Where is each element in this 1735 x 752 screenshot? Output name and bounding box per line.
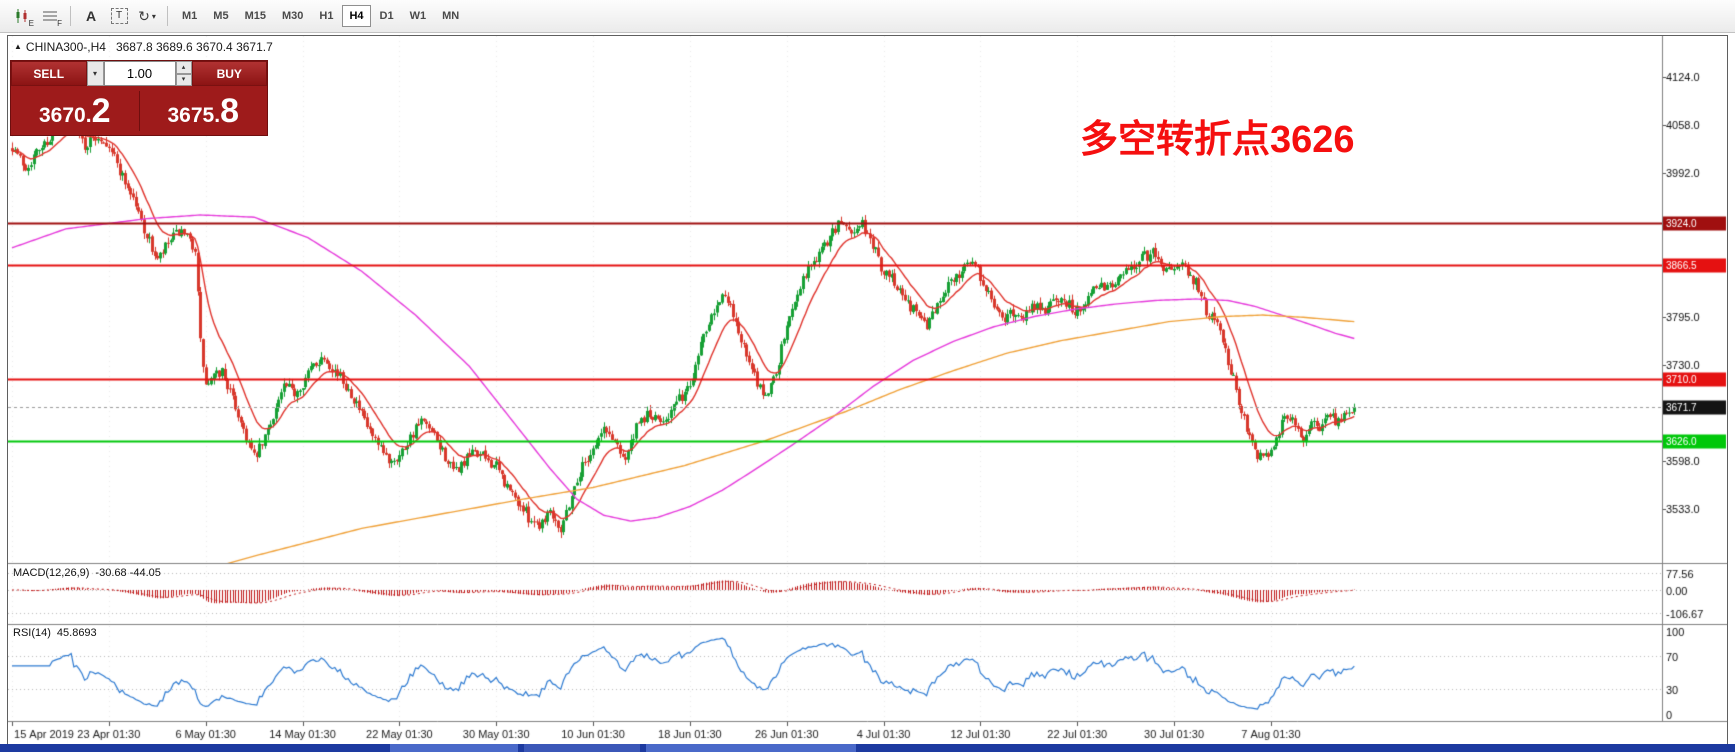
trade-prices-row: 3670.2 3675.8: [11, 86, 267, 135]
tf-button-m15[interactable]: M15: [238, 5, 273, 27]
price-chart-canvas[interactable]: [8, 36, 1727, 744]
rsi-name: RSI(14): [13, 627, 51, 639]
volume-input[interactable]: [103, 61, 176, 86]
chart-symbol-label: CHINA300-,H4: [25, 40, 106, 54]
buy-button[interactable]: BUY: [191, 61, 267, 86]
boxed-t-glyph: T: [110, 8, 128, 24]
one-click-trading-panel: SELL ▾ ▴ ▾ BUY 3670.2 3675.8: [10, 60, 268, 136]
toolbar-separator: [70, 6, 71, 26]
order-type-dropdown[interactable]: ▾: [86, 61, 104, 86]
taskbar-segment[interactable]: [390, 744, 518, 752]
sell-button[interactable]: SELL: [11, 61, 87, 86]
sell-price-button[interactable]: 3670.2: [11, 94, 139, 128]
chevron-down-icon: ▾: [151, 11, 156, 21]
grid-glyph: [43, 11, 57, 21]
taskbar-segment[interactable]: [524, 744, 640, 752]
text-box-icon[interactable]: T: [106, 4, 132, 28]
icon-badge: F: [57, 19, 62, 28]
taskbar-segment[interactable]: [646, 744, 856, 752]
chart-annotation: 多空转折点3626: [1080, 119, 1355, 161]
volume-spinner: ▴ ▾: [175, 61, 192, 86]
volume-up-button[interactable]: ▴: [175, 61, 192, 74]
tf-button-h4[interactable]: H4: [342, 5, 371, 27]
candlestick-chart-icon[interactable]: E: [9, 4, 35, 28]
icon-badge: E: [28, 19, 34, 28]
toolbar-separator: [167, 6, 168, 26]
chart-expand-icon[interactable]: ▲: [14, 42, 22, 51]
chart-window: ▲ CHINA300-,H4 3687.8 3689.6 3670.4 3671.7…: [7, 35, 1728, 745]
tf-button-m1[interactable]: M1: [175, 5, 204, 27]
chart-title: ▲ CHINA300-,H4 3687.8 3689.6 3670.4 3671.7: [14, 40, 273, 54]
tf-button-m30[interactable]: M30: [275, 5, 310, 27]
price-divider: [138, 90, 140, 131]
tf-button-m5[interactable]: M5: [206, 5, 235, 27]
grid-icon[interactable]: F: [37, 4, 63, 28]
chart-ohlc-values: 3687.8 3689.6 3670.4 3671.7: [115, 40, 273, 54]
macd-name: MACD(12,26,9): [13, 567, 90, 579]
rsi-value: 45.8693: [56, 627, 97, 639]
sell-price-value: 3670.: [39, 103, 92, 127]
buy-price-value: 3675.: [167, 103, 221, 127]
cycle-icon[interactable]: ↻ ▾: [134, 4, 160, 28]
sell-price-big-digit: 2: [91, 91, 111, 130]
cycle-glyph: ↻: [138, 7, 150, 24]
tf-button-w1[interactable]: W1: [403, 5, 434, 27]
volume-down-button[interactable]: ▾: [175, 73, 192, 86]
tf-button-d1[interactable]: D1: [373, 5, 401, 27]
rsi-label: RSI(14) 45.8693: [13, 627, 97, 639]
candlestick-glyph: [16, 9, 27, 23]
macd-values: -30.68 -44.05: [95, 567, 161, 579]
taskbar: [0, 744, 1735, 752]
toolbar: E F A T ↻ ▾ M1 M5 M15 M30 H1 H4 D1 W1 MN: [0, 0, 1735, 33]
trade-controls-row: SELL ▾ ▴ ▾ BUY: [11, 61, 267, 86]
text-label-icon[interactable]: A: [78, 4, 104, 28]
macd-label: MACD(12,26,9) -30.68 -44.05: [13, 567, 161, 579]
tf-button-h1[interactable]: H1: [312, 5, 340, 27]
buy-price-big-digit: 8: [220, 91, 239, 130]
buy-price-button[interactable]: 3675.8: [140, 94, 268, 128]
tf-button-mn[interactable]: MN: [435, 5, 466, 27]
